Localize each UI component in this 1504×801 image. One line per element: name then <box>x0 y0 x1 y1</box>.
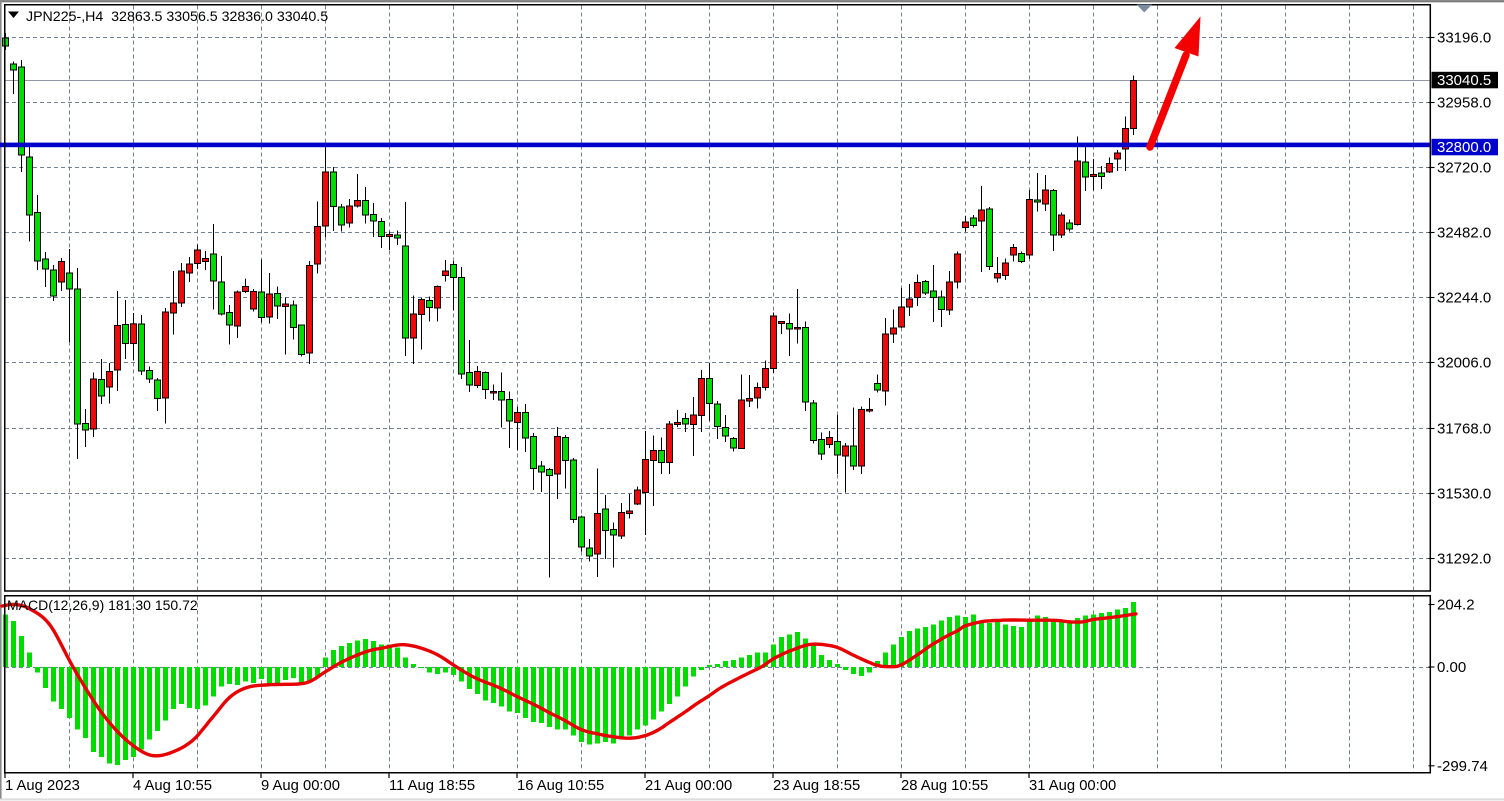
svg-text:4 Aug 10:55: 4 Aug 10:55 <box>133 778 212 794</box>
svg-text:32720.0: 32720.0 <box>1437 160 1491 177</box>
svg-text:21 Aug 00:00: 21 Aug 00:00 <box>645 778 732 794</box>
svg-text:32800.0: 32800.0 <box>1437 139 1491 156</box>
svg-text:-299.74: -299.74 <box>1437 758 1488 775</box>
svg-text:31530.0: 31530.0 <box>1437 486 1491 503</box>
svg-text:32958.0: 32958.0 <box>1437 95 1491 112</box>
svg-text:31768.0: 31768.0 <box>1437 421 1491 438</box>
svg-text:31292.0: 31292.0 <box>1437 551 1491 568</box>
svg-text:28 Aug 10:55: 28 Aug 10:55 <box>901 778 988 794</box>
svg-text:32006.0: 32006.0 <box>1437 355 1491 372</box>
svg-text:JPN225-,H4 32863.5 33056.5 32: JPN225-,H4 32863.5 33056.5 32836.0 33040… <box>26 9 328 25</box>
svg-text:MACD(12,26,9) 181.30 150.72: MACD(12,26,9) 181.30 150.72 <box>7 597 198 613</box>
svg-text:11 Aug 18:55: 11 Aug 18:55 <box>389 778 475 794</box>
svg-text:32482.0: 32482.0 <box>1437 225 1491 242</box>
svg-text:33040.5: 33040.5 <box>1437 72 1491 89</box>
svg-text:204.2: 204.2 <box>1437 597 1475 614</box>
svg-text:16 Aug 10:55: 16 Aug 10:55 <box>517 778 604 794</box>
svg-text:31 Aug 00:00: 31 Aug 00:00 <box>1029 778 1116 794</box>
svg-text:9 Aug 00:00: 9 Aug 00:00 <box>261 778 340 794</box>
svg-text:33196.0: 33196.0 <box>1437 30 1491 47</box>
svg-text:23 Aug 18:55: 23 Aug 18:55 <box>773 778 860 794</box>
svg-text:0.00: 0.00 <box>1437 659 1466 676</box>
svg-text:1 Aug 2023: 1 Aug 2023 <box>5 778 80 794</box>
svg-text:32244.0: 32244.0 <box>1437 290 1491 307</box>
